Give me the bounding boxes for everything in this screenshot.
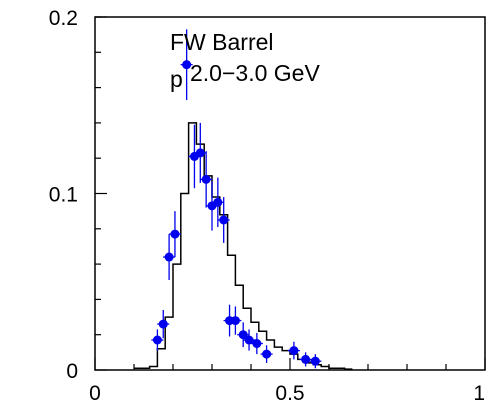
- point-marker: [310, 356, 320, 366]
- data-point: [200, 151, 213, 208]
- point-marker: [158, 319, 168, 329]
- y-tick-label: 0: [66, 360, 78, 383]
- annotation-p-symbol: p: [170, 66, 183, 92]
- point-marker: [195, 148, 205, 158]
- data-point: [260, 345, 273, 363]
- data-point: [151, 329, 164, 351]
- point-marker: [164, 252, 174, 262]
- point-marker: [182, 60, 192, 70]
- x-tick-label: 1: [473, 382, 485, 405]
- data-point: [211, 177, 224, 228]
- point-marker: [252, 339, 262, 349]
- data-point: [157, 309, 170, 339]
- point-marker: [238, 330, 248, 340]
- point-marker: [301, 354, 311, 364]
- data-point: [299, 352, 312, 367]
- data-point: [194, 122, 207, 183]
- annotation-detector: FW Barrel: [170, 29, 274, 55]
- y-tick-label: 0.1: [49, 184, 78, 207]
- data-point: [309, 354, 322, 369]
- point-marker: [219, 215, 229, 225]
- data-point: [229, 306, 242, 335]
- annotation-momentum-range: 2.0−3.0 GeV: [190, 60, 320, 86]
- point-marker: [244, 335, 254, 345]
- point-marker: [230, 316, 240, 326]
- point-marker: [170, 229, 180, 239]
- data-point: [237, 322, 250, 348]
- data-points: [151, 29, 322, 369]
- data-point: [168, 211, 181, 258]
- x-tick-label: 0.5: [275, 382, 304, 405]
- data-point: [287, 341, 300, 360]
- x-tick-label: 0: [89, 382, 101, 405]
- data-point: [217, 197, 230, 243]
- point-marker: [213, 197, 223, 207]
- y-tick-label: 0.2: [49, 7, 78, 30]
- data-point: [250, 332, 263, 355]
- data-point: [180, 29, 193, 100]
- data-point: [243, 329, 256, 351]
- point-marker: [262, 349, 272, 359]
- x-ticks: 0 0.5 1: [89, 358, 486, 405]
- point-marker: [152, 335, 162, 345]
- point-marker: [289, 346, 299, 356]
- point-marker: [201, 174, 211, 184]
- y-ticks: 0 0.1 0.2: [49, 7, 107, 383]
- data-point: [163, 234, 176, 280]
